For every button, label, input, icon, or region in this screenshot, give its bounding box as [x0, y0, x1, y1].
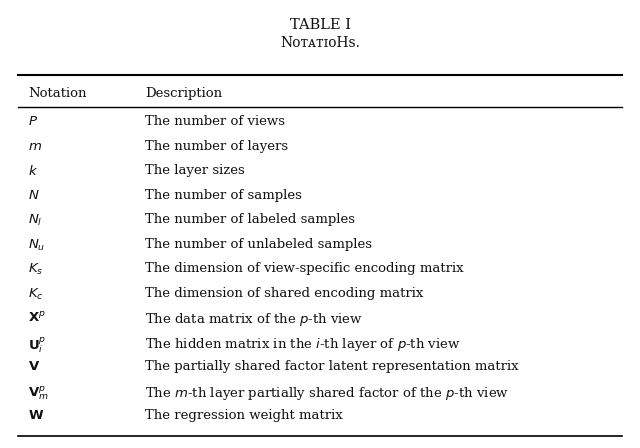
Text: The regression weight matrix: The regression weight matrix	[145, 409, 343, 422]
Text: The number of layers: The number of layers	[145, 139, 288, 152]
Text: $\mathbf{W}$: $\mathbf{W}$	[28, 409, 44, 422]
Text: The dimension of view-specific encoding matrix: The dimension of view-specific encoding …	[145, 262, 463, 275]
Text: $\mathbf{X}^p$: $\mathbf{X}^p$	[28, 311, 46, 325]
Text: $m$: $m$	[28, 139, 42, 152]
Text: $K_c$: $K_c$	[28, 287, 44, 302]
Text: The dimension of shared encoding matrix: The dimension of shared encoding matrix	[145, 287, 424, 300]
Text: $K_s$: $K_s$	[28, 262, 44, 277]
Text: $\mathbf{U}_i^p$: $\mathbf{U}_i^p$	[28, 336, 46, 355]
Text: The number of labeled samples: The number of labeled samples	[145, 213, 355, 226]
Text: The $m$-th layer partially shared factor of the $p$-th view: The $m$-th layer partially shared factor…	[145, 384, 509, 401]
Text: The number of unlabeled samples: The number of unlabeled samples	[145, 237, 372, 250]
Text: The hidden matrix in the $i$-th layer of $p$-th view: The hidden matrix in the $i$-th layer of…	[145, 336, 461, 353]
Text: $N_l$: $N_l$	[28, 213, 42, 228]
Text: The number of views: The number of views	[145, 115, 285, 128]
Text: NᴏᴛᴀᴛɪᴏНs.: NᴏᴛᴀᴛɪᴏНs.	[280, 36, 360, 50]
Text: $k$: $k$	[28, 164, 38, 178]
Text: $N$: $N$	[28, 189, 40, 202]
Text: $\mathbf{V}$: $\mathbf{V}$	[28, 360, 40, 373]
Text: $P$: $P$	[28, 115, 38, 128]
Text: TABLE I: TABLE I	[289, 18, 351, 32]
Text: The number of samples: The number of samples	[145, 189, 302, 202]
Text: The partially shared factor latent representation matrix: The partially shared factor latent repre…	[145, 360, 518, 373]
Text: $\mathbf{V}_m^p$: $\mathbf{V}_m^p$	[28, 384, 49, 402]
Text: Description: Description	[145, 87, 222, 100]
Text: The layer sizes: The layer sizes	[145, 164, 244, 177]
Text: The data matrix of the $p$-th view: The data matrix of the $p$-th view	[145, 311, 363, 328]
Text: Notation: Notation	[28, 87, 86, 100]
Text: $N_u$: $N_u$	[28, 237, 45, 253]
